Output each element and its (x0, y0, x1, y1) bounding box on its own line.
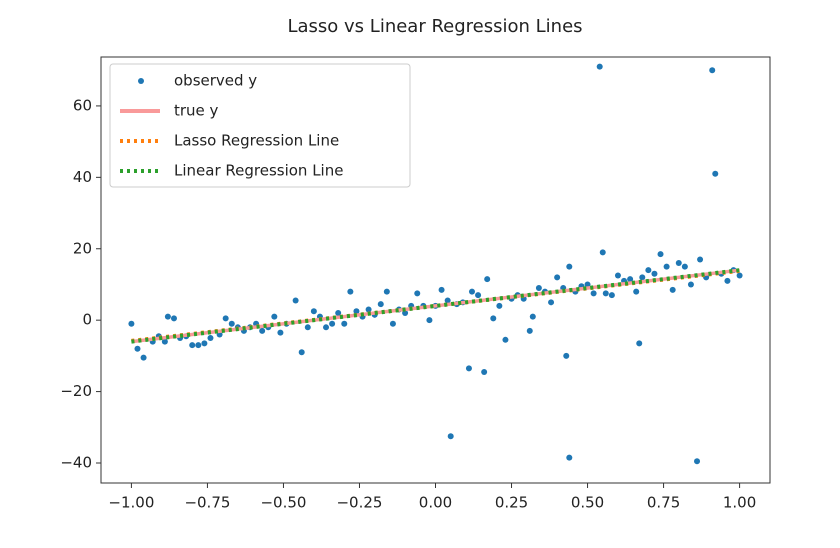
chart-title: Lasso vs Linear Regression Lines (287, 16, 582, 37)
x-tick-label: −0.25 (336, 494, 382, 512)
point (447, 433, 454, 440)
point (353, 308, 360, 315)
point (657, 251, 664, 258)
point (161, 338, 168, 345)
point (681, 263, 688, 270)
point (140, 354, 147, 361)
y-tick-label: −20 (60, 382, 92, 400)
point (134, 345, 141, 352)
x-tick-label: 0.75 (647, 494, 680, 512)
point (329, 320, 336, 327)
y-tick-label: 20 (73, 239, 92, 257)
point (365, 306, 372, 313)
point (468, 288, 475, 295)
point (465, 365, 472, 372)
point (335, 310, 342, 317)
point (599, 249, 606, 256)
y-tick-label: 40 (73, 168, 92, 186)
legend-label: true y (174, 102, 219, 120)
x-tick-label: 0.50 (571, 494, 604, 512)
point (645, 267, 652, 274)
point (669, 286, 676, 293)
x-tick-label: 0.00 (419, 494, 452, 512)
legend-label: observed y (174, 72, 257, 90)
point (694, 458, 701, 465)
x-tick-label: −0.50 (260, 494, 306, 512)
point (709, 67, 716, 74)
point (663, 263, 670, 270)
point (128, 320, 135, 327)
point (639, 274, 646, 281)
point (590, 290, 597, 297)
x-tick-label: 0.25 (495, 494, 528, 512)
point (484, 276, 491, 283)
point (444, 297, 451, 304)
legend-marker (138, 78, 144, 84)
legend-box (109, 63, 411, 188)
legend-label: Lasso Regression Line (174, 132, 339, 150)
line (131, 268, 740, 344)
point (526, 327, 533, 334)
point (201, 340, 208, 347)
point (687, 281, 694, 288)
point (535, 285, 542, 292)
point (697, 256, 704, 263)
point (438, 286, 445, 293)
point (277, 329, 284, 336)
point (222, 315, 229, 322)
point (310, 308, 317, 315)
point (602, 290, 609, 297)
x-tick-label: −1.00 (108, 494, 154, 512)
point (189, 342, 196, 349)
point (207, 335, 214, 342)
point (298, 349, 305, 356)
point (170, 315, 177, 322)
point (566, 263, 573, 270)
point (563, 352, 570, 359)
point (529, 313, 536, 320)
legend-label: Linear Regression Line (174, 162, 343, 180)
y-tick-label: 0 (82, 311, 92, 329)
point (323, 324, 330, 331)
point (554, 274, 561, 281)
point (259, 327, 266, 334)
point (383, 288, 390, 295)
point (675, 260, 682, 267)
point (596, 63, 603, 70)
x-tick-label: 1.00 (723, 494, 756, 512)
point (496, 302, 503, 309)
point (347, 288, 354, 295)
point (389, 320, 396, 327)
point (651, 270, 658, 277)
point (490, 315, 497, 322)
point (475, 292, 482, 299)
point (712, 170, 719, 177)
y-tick-label: −40 (60, 454, 92, 472)
x-tick-label: −0.75 (184, 494, 230, 512)
point (341, 320, 348, 327)
point (292, 297, 299, 304)
point (614, 272, 621, 279)
point (414, 290, 421, 297)
point (502, 336, 509, 343)
point (377, 301, 384, 308)
point (481, 368, 488, 375)
point (548, 299, 555, 306)
point (584, 281, 591, 288)
point (633, 288, 640, 295)
point (724, 277, 731, 284)
point (271, 313, 278, 320)
point (736, 272, 743, 279)
point (164, 313, 171, 320)
point (566, 454, 573, 461)
point (636, 340, 643, 347)
point (304, 324, 311, 331)
point (228, 320, 235, 327)
y-tick-label: 60 (73, 96, 92, 114)
point (426, 317, 433, 324)
point (195, 342, 202, 349)
point (608, 292, 615, 299)
point (627, 276, 634, 283)
